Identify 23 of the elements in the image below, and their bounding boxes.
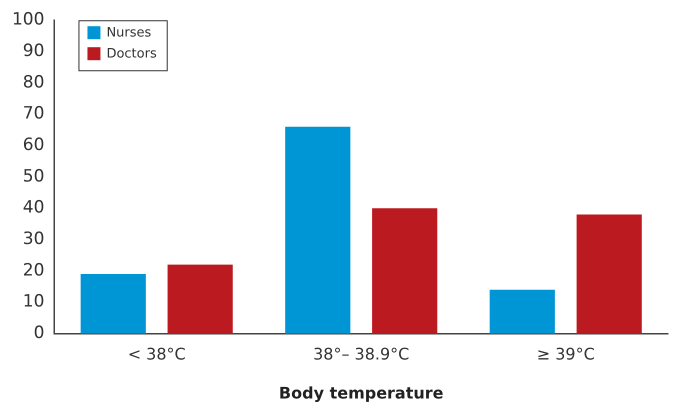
- x-axis-title: Body temperature: [278, 384, 444, 403]
- y-tick-label: 80: [22, 72, 44, 92]
- y-tick-label: 30: [22, 229, 44, 249]
- bar: [285, 126, 350, 334]
- y-tick-label: 60: [22, 134, 44, 155]
- bar: [490, 290, 555, 334]
- y-tick-label: 10: [22, 292, 44, 312]
- y-tick-label: 20: [22, 260, 44, 280]
- legend-label: Doctors: [106, 46, 157, 62]
- bar: [372, 208, 438, 334]
- y-tick-label: 50: [22, 166, 44, 186]
- x-tick-label: 38°– 38.9°C: [313, 344, 410, 364]
- x-tick-label: ≥ 39°C: [536, 344, 595, 364]
- legend-label: Nurses: [106, 26, 152, 41]
- bar: [168, 264, 233, 334]
- y-tick-label: 40: [22, 198, 44, 218]
- x-tick-label: < 38°C: [128, 344, 186, 364]
- y-tick-label: 0: [34, 323, 44, 344]
- y-tick-label: 90: [22, 40, 44, 61]
- y-tick-label: 100: [12, 10, 44, 30]
- y-tick-label: 70: [22, 104, 44, 124]
- bar: [80, 274, 146, 334]
- bar: [576, 214, 642, 334]
